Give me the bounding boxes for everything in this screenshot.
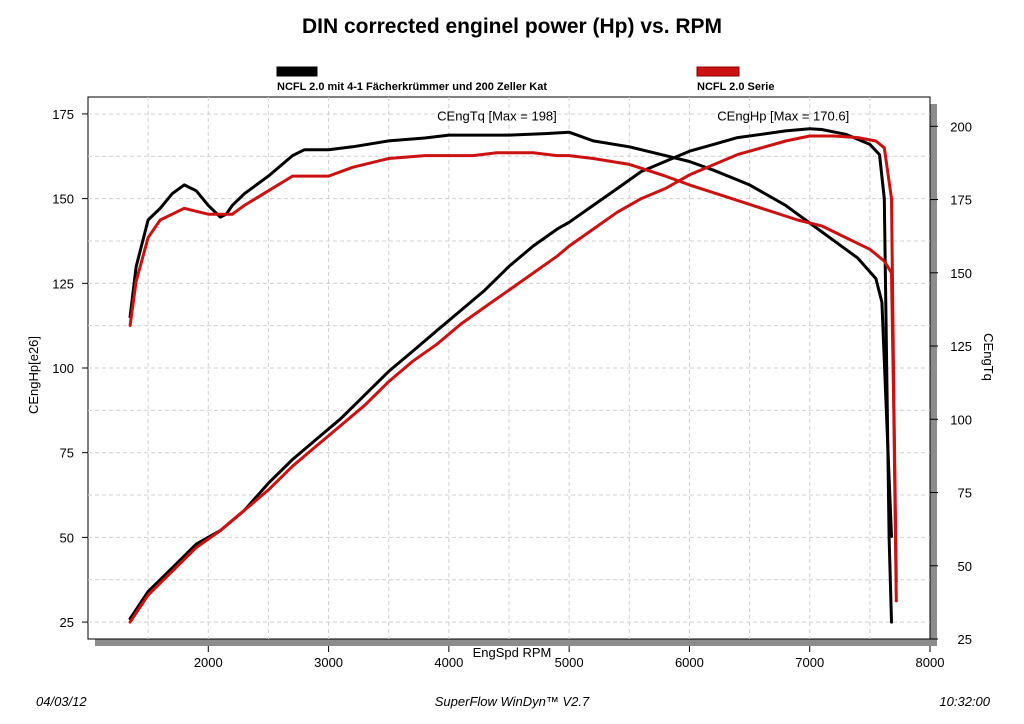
y-right-tick-label: 100 xyxy=(950,412,972,427)
series-line-red-cenghp xyxy=(128,134,898,624)
series-line-black-cenghp xyxy=(128,127,893,624)
y-right-tick-label: 75 xyxy=(958,486,972,501)
x-tick-label: 6000 xyxy=(675,655,704,670)
x-tick-label: 2000 xyxy=(194,655,223,670)
y-axis-right-ticks: 25 50 75 100 125 150 175 200 xyxy=(930,119,972,647)
x-axis-ticks: 2000 3000 4000 5000 6000 7000 8000 xyxy=(194,646,945,670)
x-tick-label: 8000 xyxy=(916,655,945,670)
x-tick-label: 7000 xyxy=(795,655,824,670)
y-axis-left-ticks: 25 50 75 100 125 150 175 xyxy=(52,107,88,630)
chart-title: DIN corrected enginel power (Hp) vs. RPM xyxy=(302,15,722,38)
series-line-red-cengtq xyxy=(128,151,898,603)
y-right-tick-label: 25 xyxy=(958,632,972,647)
legend-label-red: NCFL 2.0 Serie xyxy=(697,81,774,93)
y-axis-left-label: CEngHp[e26] xyxy=(26,336,41,414)
legend-swatch-red xyxy=(696,66,740,77)
x-tick-label: 4000 xyxy=(434,655,463,670)
x-axis-label: EngSpd RPM xyxy=(473,645,552,660)
gridlines xyxy=(88,97,930,639)
legend-label-black: NCFL 2.0 mit 4-1 Fächerkrümmer und 200 Z… xyxy=(277,81,547,93)
footer-time: 10:32:00 xyxy=(939,694,990,709)
y-left-tick-label: 125 xyxy=(52,276,74,291)
annotations: CEngTq [Max = 198] CEngHp [Max = 170.6] xyxy=(437,109,849,124)
x-tick-label: 3000 xyxy=(314,655,343,670)
y-right-tick-label: 50 xyxy=(958,559,972,574)
y-right-tick-label: 200 xyxy=(950,119,972,134)
y-left-tick-label: 175 xyxy=(52,107,74,122)
y-left-tick-label: 100 xyxy=(52,361,74,376)
y-left-tick-label: 75 xyxy=(60,446,74,461)
annotation-label: CEngTq [Max = 198] xyxy=(437,109,557,124)
y-right-tick-label: 150 xyxy=(950,266,972,281)
footer-software: SuperFlow WinDyn™ V2.7 xyxy=(435,694,590,709)
y-right-tick-label: 125 xyxy=(950,339,972,354)
y-axis-right-label: CEngTq xyxy=(981,333,996,381)
y-left-tick-label: 150 xyxy=(52,192,74,207)
y-left-tick-label: 25 xyxy=(60,615,74,630)
y-left-tick-label: 50 xyxy=(60,530,74,545)
series-layer xyxy=(128,127,898,624)
footer-date: 04/03/12 xyxy=(36,694,87,709)
annotation-label: CEngHp [Max = 170.6] xyxy=(717,109,849,124)
legend-swatch-black xyxy=(276,66,318,77)
y-right-tick-label: 175 xyxy=(950,193,972,208)
series-line-black-cengtq xyxy=(128,130,893,538)
x-tick-label: 5000 xyxy=(555,655,584,670)
